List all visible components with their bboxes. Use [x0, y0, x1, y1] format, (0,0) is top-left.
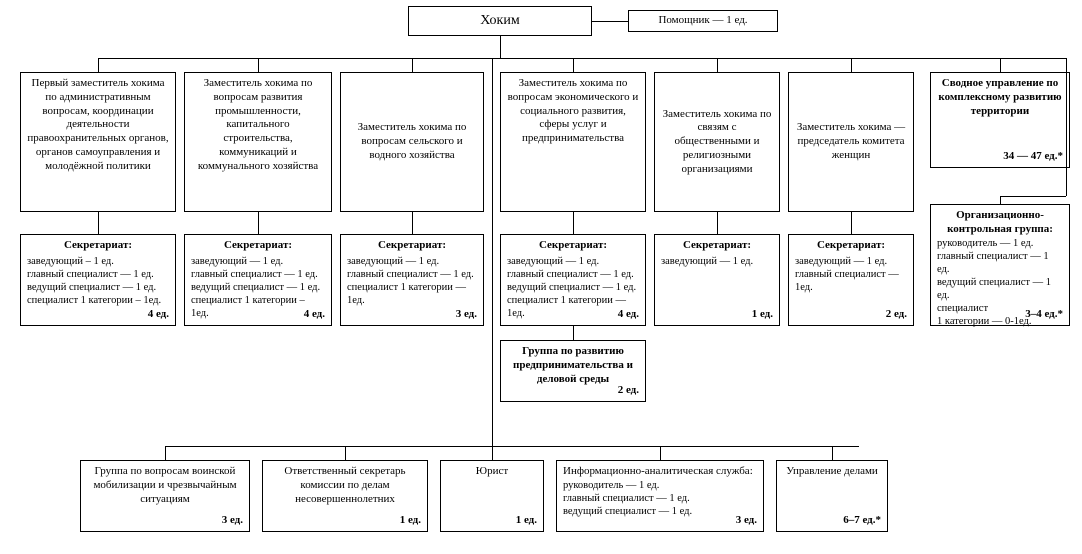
- sec-4: Секретариат: заведующий — 1 ед.главный с…: [500, 234, 646, 326]
- line-dep6-sec: [851, 212, 852, 234]
- bottom-1-text: Группа по вопросам воинской мобилизации …: [93, 465, 236, 505]
- deputy-5-text: Заместитель хокима по связям с обществен…: [661, 108, 773, 177]
- sec-4-count: 4 ед.: [618, 308, 639, 322]
- sec-6-lines: заведующий — 1 ед.главный специалист — 1…: [795, 255, 907, 294]
- bottom-1-count: 3 ед.: [222, 514, 243, 528]
- khokim-label: Хоким: [480, 12, 519, 30]
- sec-4-title: Секретариат:: [507, 239, 639, 253]
- line-dep1-sec: [98, 212, 99, 234]
- drop-col-6: [851, 58, 852, 72]
- line-khokim-down: [500, 36, 501, 58]
- assistant-label: Помощник — 1 ед.: [658, 14, 747, 28]
- deputy-6-text: Заместитель хокима — председатель комите…: [795, 121, 907, 162]
- org-control-title: Организационно-контрольная группа:: [937, 209, 1063, 237]
- deputy-1-text: Первый заместитель хокима по администрат…: [27, 77, 168, 172]
- sec-2-title: Секретариат:: [191, 239, 325, 253]
- bottom-4-count: 3 ед.: [736, 514, 757, 528]
- drop-col-5: [717, 58, 718, 72]
- line-side-to-org-v: [1000, 196, 1001, 204]
- khokim-box: Хоким: [408, 6, 592, 36]
- consolidated-count: 34 — 47 ед.*: [1003, 150, 1063, 164]
- drop-col-1: [98, 58, 99, 72]
- sec-1: Секретариат: заведующий – 1 ед.главный с…: [20, 234, 176, 326]
- deputy-2: Заместитель хокима по вопросам развития …: [184, 72, 332, 212]
- drop-col-3: [412, 58, 413, 72]
- drop-col-2: [258, 58, 259, 72]
- spine: [492, 58, 493, 446]
- sec-3: Секретариат: заведующий — 1 ед.главный с…: [340, 234, 484, 326]
- drop-b2: [345, 446, 346, 460]
- drop-b4: [660, 446, 661, 460]
- sec-3-title: Секретариат:: [347, 239, 477, 253]
- consolidated-mgmt: Сводное управление по комплексному разви…: [930, 72, 1070, 168]
- bottom-2-count: 1 ед.: [400, 514, 421, 528]
- deputy-6: Заместитель хокима — председатель комите…: [788, 72, 914, 212]
- bottom-4: Информационно-аналитическая служба: руко…: [556, 460, 764, 532]
- line-bus-bottom: [165, 446, 859, 447]
- biz-group-count: 2 ед.: [618, 384, 639, 398]
- bottom-3-text: Юрист: [476, 465, 508, 477]
- consolidated-text: Сводное управление по комплексному разви…: [938, 77, 1061, 117]
- line-side-down: [1066, 58, 1067, 196]
- sec-5-title: Секретариат:: [661, 239, 773, 253]
- bottom-3-count: 1 ед.: [516, 514, 537, 528]
- sec-3-lines: заведующий — 1 ед.главный специалист — 1…: [347, 255, 477, 308]
- bottom-2-text: Ответственный секретарь комиссии по дела…: [284, 465, 405, 505]
- bottom-5: Управление делами 6–7 ед.*: [776, 460, 888, 532]
- bottom-1: Группа по вопросам воинской мобилизации …: [80, 460, 250, 532]
- line-side-to-org: [1000, 196, 1066, 197]
- spine-biz-bus: [492, 402, 493, 446]
- deputy-2-text: Заместитель хокима по вопросам развития …: [198, 77, 318, 172]
- drop-b3: [492, 446, 493, 460]
- sec-1-title: Секретариат:: [27, 239, 169, 253]
- bottom-5-text: Управление делами: [786, 465, 878, 477]
- bottom-4-lines: руководитель — 1 ед.главный специалист —…: [563, 479, 757, 518]
- sec-5-lines: заведующий — 1 ед.: [661, 255, 773, 268]
- line-bus-deputies: [98, 58, 1066, 59]
- line-dep2-sec: [258, 212, 259, 234]
- bottom-3: Юрист 1 ед.: [440, 460, 544, 532]
- sec-6: Секретариат: заведующий — 1 ед.главный с…: [788, 234, 914, 326]
- bottom-2: Ответственный секретарь комиссии по дела…: [262, 460, 428, 532]
- line-dep3-sec: [412, 212, 413, 234]
- drop-b1: [165, 446, 166, 460]
- sec-6-title: Секретариат:: [795, 239, 907, 253]
- sec-2-count: 4 ед.: [304, 308, 325, 322]
- drop-b5: [832, 446, 833, 460]
- sec-1-lines: заведующий – 1 ед.главный специалист — 1…: [27, 255, 169, 308]
- deputy-4: Заместитель хокима по вопросам экономиче…: [500, 72, 646, 212]
- sec-1-count: 4 ед.: [148, 308, 169, 322]
- biz-group-text: Группа по развитию предпринимательства и…: [513, 345, 633, 385]
- deputy-4-text: Заместитель хокима по вопросам экономиче…: [508, 77, 639, 144]
- sec-2: Секретариат: заведующий — 1 ед.главный с…: [184, 234, 332, 326]
- line-sec4-biz: [573, 326, 574, 340]
- biz-group: Группа по развитию предпринимательства и…: [500, 340, 646, 402]
- drop-side: [1000, 58, 1001, 72]
- sec-6-count: 2 ед.: [886, 308, 907, 322]
- bottom-4-title: Информационно-аналитическая служба:: [563, 465, 757, 479]
- deputy-5: Заместитель хокима по связям с обществен…: [654, 72, 780, 212]
- sec-5-count: 1 ед.: [752, 308, 773, 322]
- org-control: Организационно-контрольная группа: руков…: [930, 204, 1070, 326]
- line-khokim-assistant: [592, 21, 628, 22]
- org-control-count: 3–4 ед.*: [1025, 308, 1063, 322]
- line-dep5-sec: [717, 212, 718, 234]
- sec-3-count: 3 ед.: [456, 308, 477, 322]
- sec-5: Секретариат: заведующий — 1 ед. 1 ед.: [654, 234, 780, 326]
- assistant-box: Помощник — 1 ед.: [628, 10, 778, 32]
- deputy-1: Первый заместитель хокима по администрат…: [20, 72, 176, 212]
- deputy-3-text: Заместитель хокима по вопросам сельского…: [347, 121, 477, 162]
- deputy-3: Заместитель хокима по вопросам сельского…: [340, 72, 484, 212]
- drop-col-4: [573, 58, 574, 72]
- line-dep4-sec: [573, 212, 574, 234]
- bottom-5-count: 6–7 ед.*: [843, 514, 881, 528]
